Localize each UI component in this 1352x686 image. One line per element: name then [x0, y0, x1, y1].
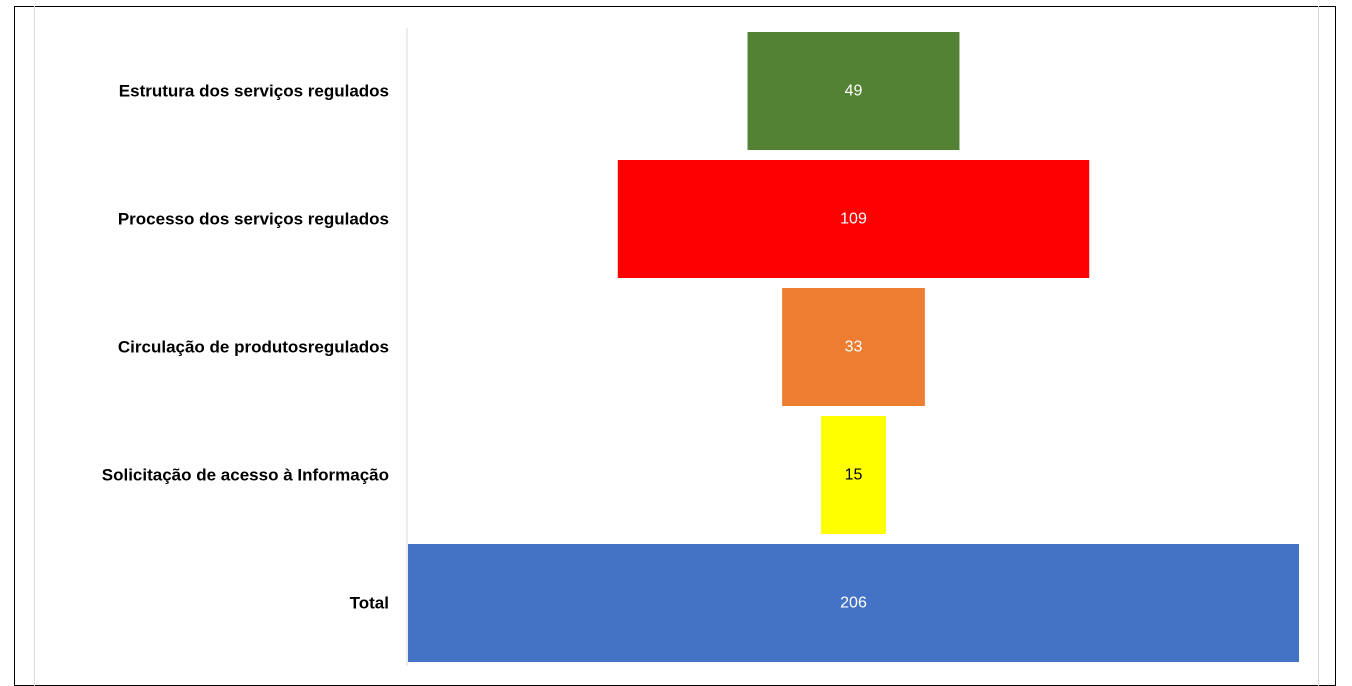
bar-4	[408, 544, 1299, 662]
value-labels-group: 49 109 33 15 206	[840, 83, 867, 612]
value-label-2: 33	[845, 339, 863, 356]
value-label-0: 49	[845, 83, 863, 100]
bar-3	[821, 416, 886, 534]
category-label-4: Total	[350, 594, 389, 613]
bar-2	[782, 288, 925, 406]
category-label-0: Estrutura dos serviços regulados	[119, 82, 389, 101]
bars-group	[408, 32, 1299, 662]
category-label-3: Solicitação de acesso à Informação	[102, 466, 389, 485]
frame-inner-left-line	[34, 6, 35, 686]
category-label-1: Processo dos serviços regulados	[118, 210, 389, 229]
value-label-3: 15	[845, 467, 863, 484]
value-label-4: 206	[840, 595, 867, 612]
category-labels-group: Estrutura dos serviços regulados Processo…	[102, 82, 389, 613]
value-label-1: 109	[840, 211, 867, 228]
frame-inner-right-line	[1318, 6, 1319, 686]
bar-1	[617, 160, 1090, 278]
category-label-2: Circulação de produtosregulados	[118, 338, 389, 357]
bar-0	[747, 32, 960, 150]
